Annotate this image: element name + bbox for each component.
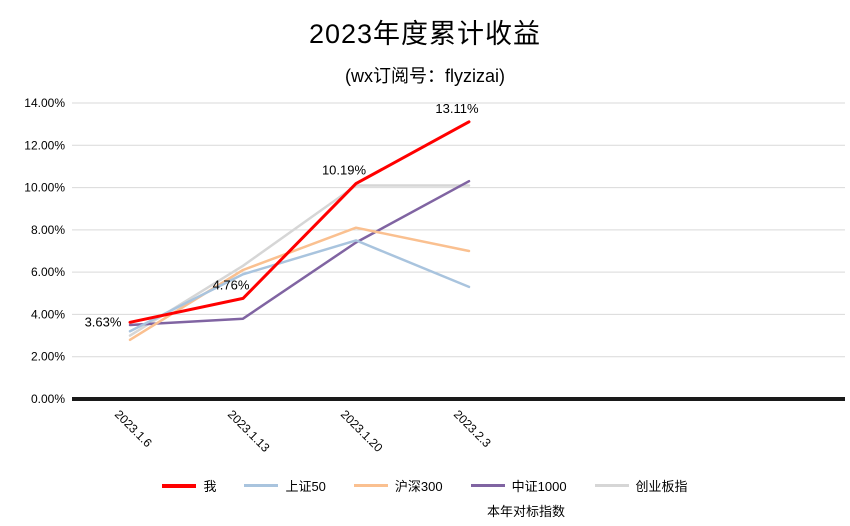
legend-label: 上证50 (285, 479, 326, 494)
legend-line-swatch (244, 484, 279, 487)
legend-label: 沪深300 (394, 479, 443, 494)
data-label: 13.11% (435, 101, 479, 116)
y-axis-tick-label: 0.00% (31, 392, 65, 406)
y-axis-tick-label: 10.00% (24, 181, 65, 195)
data-label: 10.19% (322, 163, 367, 178)
legend-label: 我 (203, 479, 217, 494)
legend-label: 中证1000 (511, 479, 567, 494)
chart-title: 2023年度累计收益 (308, 19, 542, 49)
series-line-创业板指 (128, 184, 471, 337)
y-axis-tick-label: 6.00% (31, 265, 65, 279)
legend: 我 上证50 沪深300 中证1000 创业板指 (0, 476, 850, 495)
legend-item-创业板指: 创业板指 (594, 476, 688, 495)
legend-line-swatch (470, 484, 505, 487)
y-axis-tick-label: 2.00% (31, 350, 65, 364)
y-axis-tick-label: 14.00% (24, 96, 65, 110)
data-label: 4.76% (213, 277, 250, 292)
y-axis-tick-label: 4.00% (31, 307, 65, 321)
x-axis-tick-label: 2023.1.20 (338, 407, 386, 455)
benchmark-note: 本年对标指数 (487, 504, 566, 519)
legend-line-swatch (162, 483, 197, 488)
y-axis-tick-label: 8.00% (31, 223, 65, 237)
data-label: 3.63% (85, 314, 122, 329)
legend-item-上证50: 上证50 (244, 476, 326, 495)
x-axis-tick-label: 2023.1.6 (112, 407, 155, 450)
x-axis-tick-label: 2023.1.13 (225, 407, 273, 455)
series-line-中证1000 (128, 179, 471, 327)
legend-line-swatch (353, 484, 388, 487)
legend-item-我: 我 (162, 476, 216, 495)
legend-label: 创业板指 (635, 479, 688, 494)
legend-item-沪深300: 沪深300 (353, 476, 443, 495)
series-line-我 (128, 120, 471, 324)
series-line-上证50 (128, 239, 471, 333)
y-axis-tick-label: 12.00% (24, 138, 65, 152)
chart-subtitle: (wx订阅号：flyzizai) (345, 66, 505, 86)
x-axis-tick-label: 2023.2.3 (451, 407, 494, 450)
series-line-沪深300 (128, 226, 471, 342)
legend-line-swatch (594, 484, 629, 487)
legend-item-中证1000: 中证1000 (470, 476, 567, 495)
